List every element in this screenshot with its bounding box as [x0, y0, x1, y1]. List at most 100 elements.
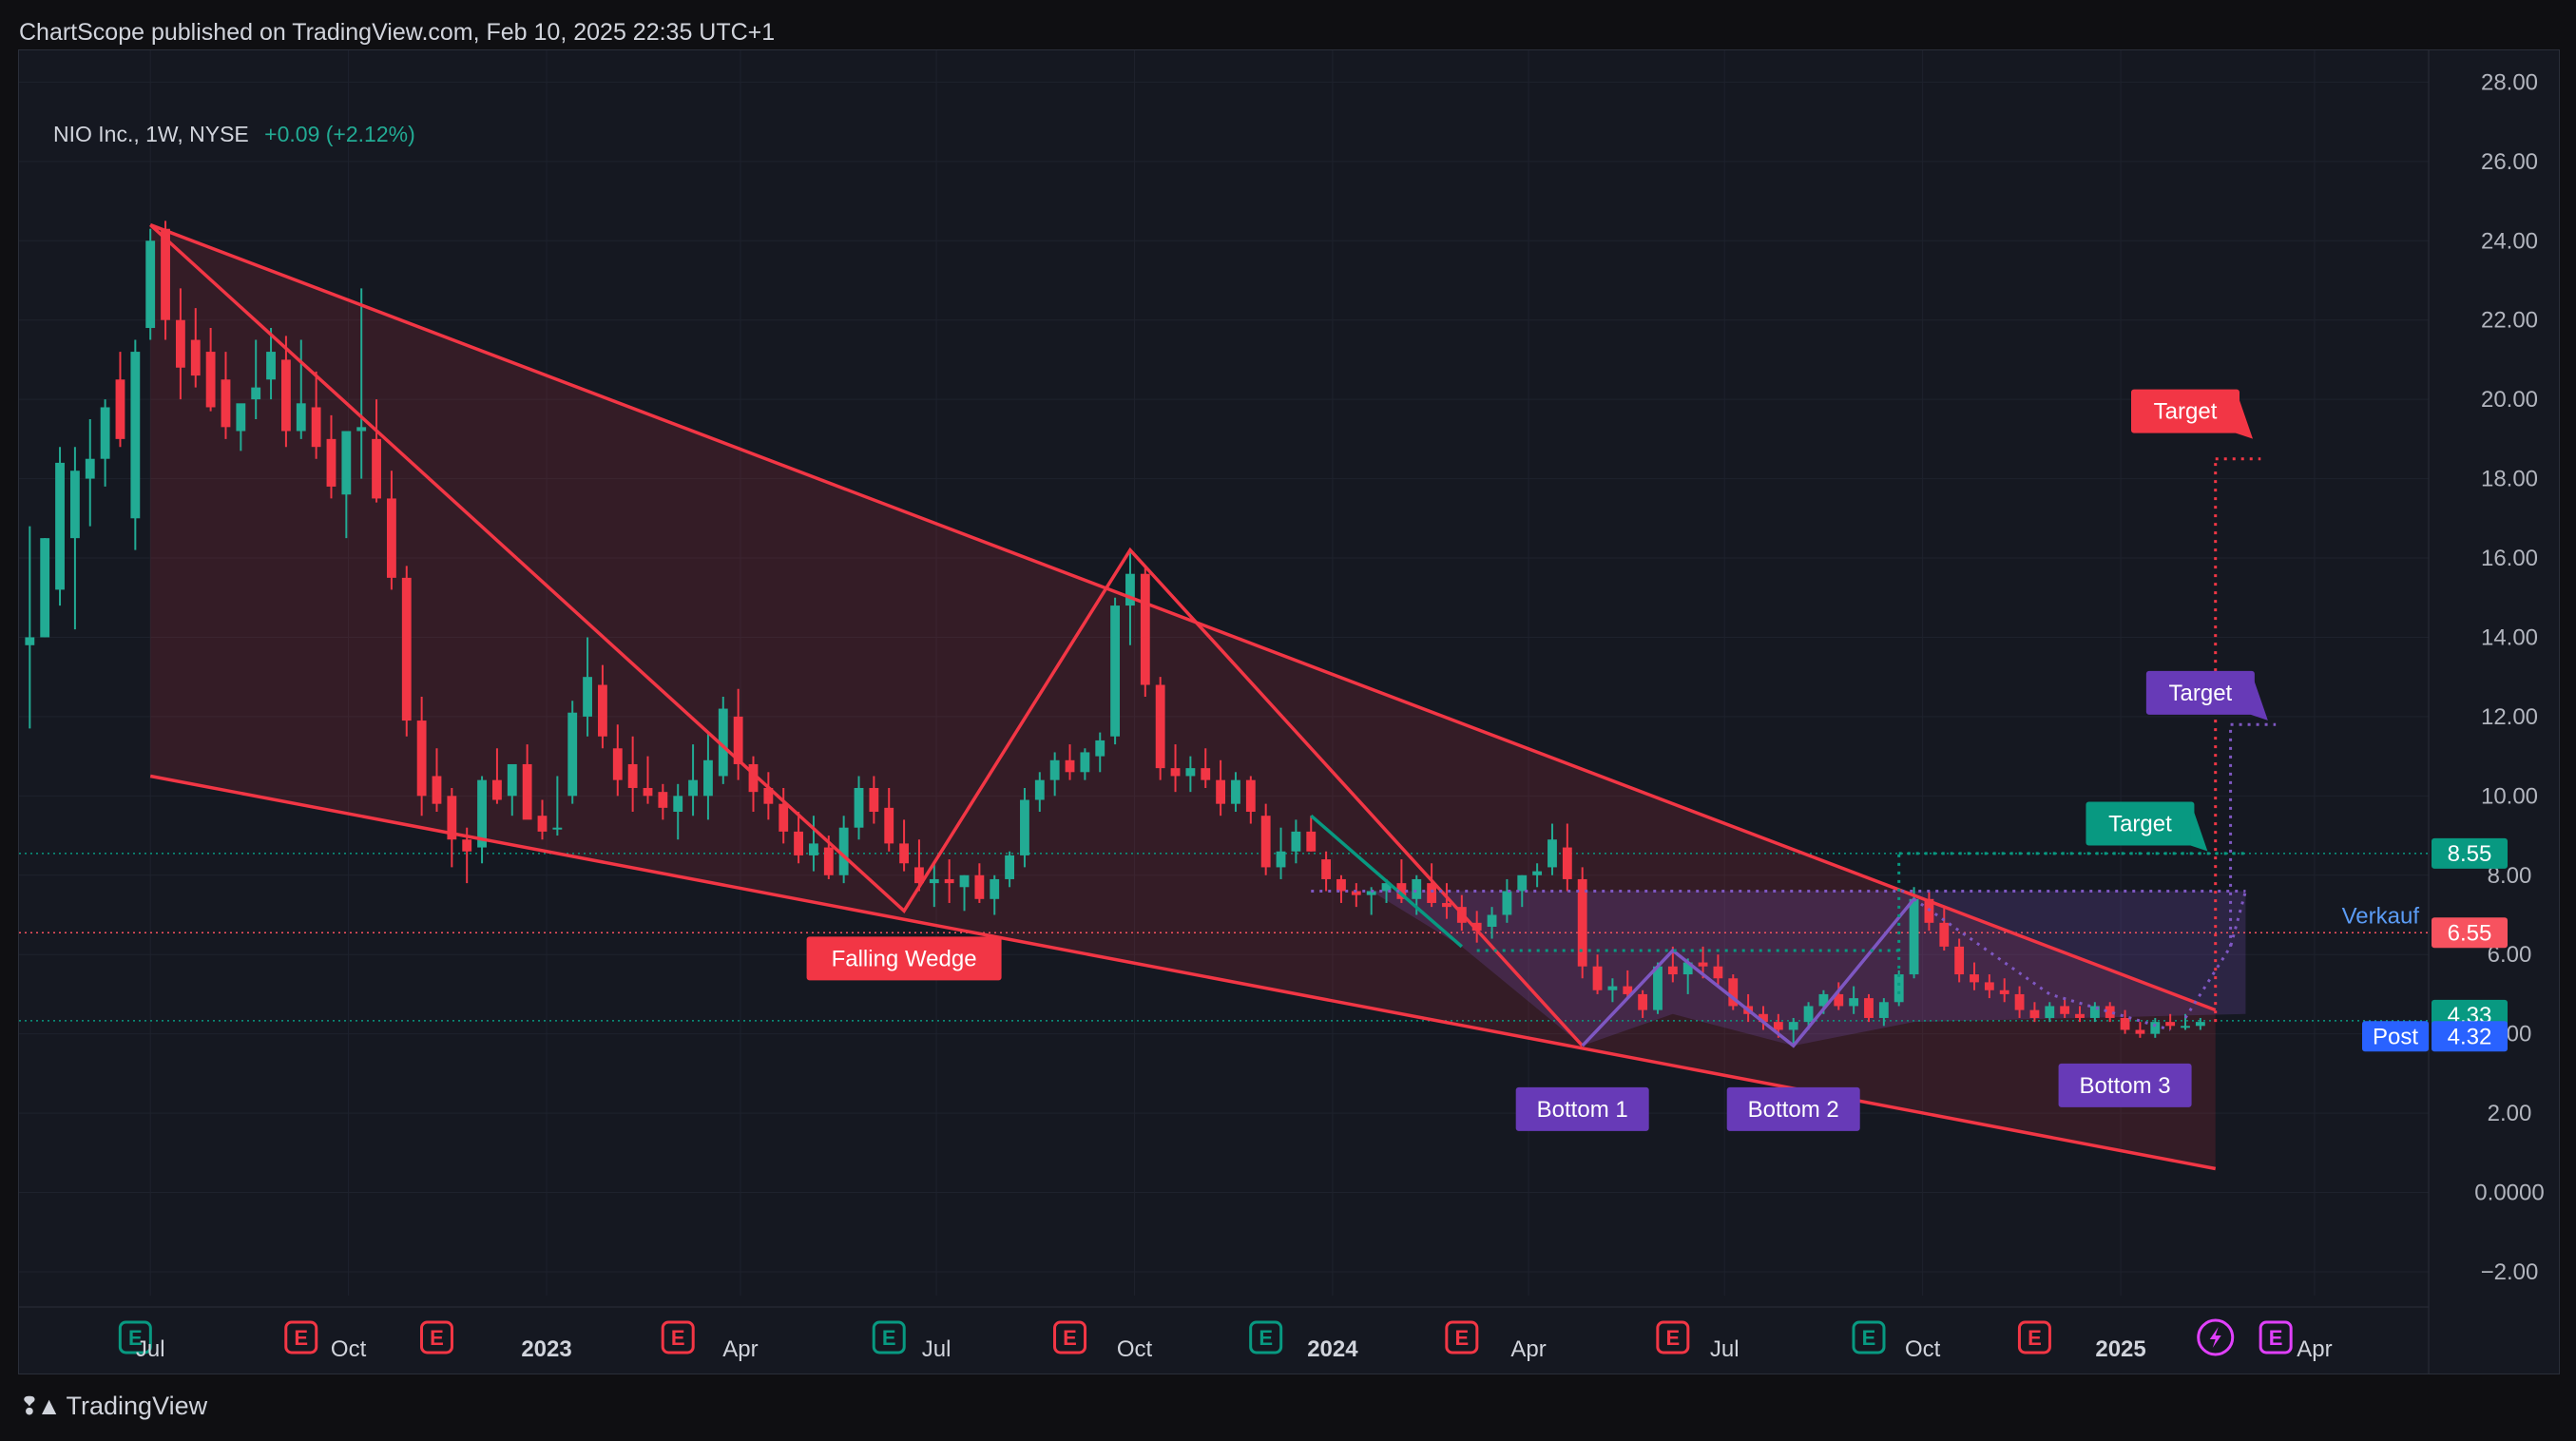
- candle: [1260, 803, 1271, 875]
- candle-body: [1894, 974, 1904, 1003]
- candle-body: [2105, 1006, 2115, 1018]
- y-axis-tick-label: 22.00: [2481, 308, 2538, 334]
- earnings-event-icon[interactable]: E: [2017, 1320, 2051, 1355]
- candle: [280, 336, 291, 448]
- pattern-label: Bottom 3: [2058, 1063, 2192, 1107]
- x-axis-tick-label: Jul: [136, 1336, 165, 1362]
- candle-body: [1939, 922, 1950, 947]
- candle: [130, 339, 141, 550]
- candle-body: [161, 228, 170, 320]
- candle-body: [1442, 902, 1451, 908]
- tradingview-logo[interactable]: ❢▲ TradingView: [19, 1392, 207, 1421]
- label-pointer: [2236, 389, 2254, 439]
- earnings-event-icon[interactable]: E: [1445, 1320, 1479, 1355]
- chart-canvas[interactable]: Falling Wedge Bottom 1 Bottom 2 Bottom 3 Tar…: [19, 50, 2559, 1374]
- candle-body: [1381, 883, 1392, 892]
- label-box: [806, 936, 1002, 981]
- candle-body: [1155, 684, 1165, 769]
- earnings-event-icon[interactable]: E: [872, 1320, 906, 1355]
- candle-body: [1970, 974, 1979, 983]
- candle: [1728, 974, 1739, 1010]
- price-tag-text: 6.55: [2448, 920, 2492, 946]
- label-text: Bottom 3: [2080, 1073, 2171, 1099]
- candle: [1034, 772, 1045, 813]
- candle: [1442, 883, 1451, 919]
- candle-body: [507, 763, 517, 797]
- candle: [974, 863, 985, 903]
- y-axis-tick-label: 10.00: [2481, 783, 2538, 809]
- candle-body: [1366, 891, 1376, 895]
- candle: [1170, 744, 1181, 793]
- candle: [2165, 1013, 2176, 1030]
- candle-body: [1818, 993, 1829, 1007]
- label-text: Falling Wedge: [832, 946, 977, 971]
- earnings-event-icon[interactable]: E: [1053, 1320, 1087, 1355]
- candle-body: [1849, 998, 1859, 1007]
- candle: [1759, 1006, 1768, 1030]
- lightning-glyph: [2209, 1327, 2221, 1348]
- candle: [1306, 816, 1317, 852]
- label-text: Bottom 2: [1748, 1097, 1839, 1123]
- candle-body: [838, 827, 849, 875]
- candle-body: [794, 831, 803, 855]
- candle-body: [1834, 993, 1844, 1007]
- candle-body: [1759, 1013, 1768, 1023]
- symbol-legend[interactable]: NIO Inc., 1W, NYSE +0.09 (+2.12%): [53, 122, 415, 147]
- candle-body: [1878, 1002, 1889, 1018]
- candle-body: [1005, 855, 1015, 879]
- y-axis: −2.000.00002.004.006.008.0010.0012.0014.…: [2428, 50, 2545, 1374]
- event-box: [1852, 1320, 1886, 1355]
- candle-body: [1773, 1022, 1783, 1030]
- candle: [2105, 1002, 2115, 1023]
- candle-body: [1049, 759, 1060, 780]
- candle: [1049, 752, 1060, 797]
- earnings-event-icon[interactable]: E: [661, 1320, 695, 1355]
- candle: [1834, 982, 1844, 1010]
- candle: [673, 783, 683, 840]
- candle-body: [1954, 946, 1965, 975]
- label-text: Target: [2108, 812, 2172, 837]
- price-tag-box: [2432, 1021, 2508, 1052]
- candle: [718, 697, 728, 784]
- split-event-icon[interactable]: [2197, 1318, 2235, 1356]
- event-letter: E: [128, 1326, 143, 1350]
- candle-body: [612, 748, 623, 780]
- earnings-event-icon[interactable]: E: [284, 1320, 318, 1355]
- candle-body: [85, 458, 95, 479]
- candle: [779, 787, 789, 844]
- event-box: [118, 1320, 152, 1355]
- candle-body: [1548, 839, 1557, 868]
- post-market-label: Post: [2373, 1024, 2418, 1049]
- chart-frame: Falling Wedge Bottom 1 Bottom 2 Bottom 3 Tar…: [18, 49, 2560, 1374]
- candle-body: [1245, 779, 1256, 813]
- candle: [1502, 878, 1512, 923]
- candle: [401, 566, 412, 737]
- earnings-event-icon[interactable]: E: [2259, 1320, 2293, 1355]
- candle: [1878, 998, 1889, 1027]
- label-box: [2131, 389, 2240, 433]
- candle-body: [899, 843, 910, 864]
- earnings-event-icon[interactable]: E: [419, 1320, 453, 1355]
- candle-body: [1201, 768, 1211, 780]
- candle-body: [100, 407, 110, 459]
- earnings-event-icon[interactable]: E: [1249, 1320, 1283, 1355]
- candle: [341, 431, 352, 539]
- event-box: [661, 1320, 695, 1355]
- pattern-label: Bottom 1: [1515, 1086, 1649, 1131]
- label-box: [2058, 1063, 2192, 1107]
- candle-body: [1110, 605, 1121, 737]
- price-tag-box: [2432, 837, 2508, 869]
- candle: [944, 859, 954, 903]
- earnings-event-icon[interactable]: E: [1656, 1320, 1690, 1355]
- earnings-event-icon[interactable]: E: [1852, 1320, 1886, 1355]
- y-axis-tick-label: −2.00: [2481, 1259, 2539, 1285]
- event-box: [419, 1320, 453, 1355]
- zones: [150, 224, 2246, 1169]
- candle: [387, 471, 396, 590]
- candle: [1532, 863, 1543, 888]
- wedge-upper-trendline: [149, 222, 2217, 1012]
- candle: [929, 863, 939, 908]
- candle-body: [884, 807, 894, 844]
- earnings-event-icon[interactable]: E: [118, 1320, 152, 1355]
